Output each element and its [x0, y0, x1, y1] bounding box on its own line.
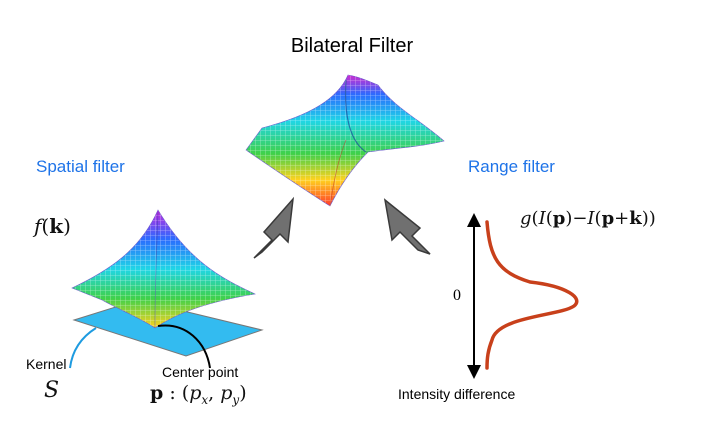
range-filter-label: Range filter [468, 157, 555, 176]
kernel-pointer-line [69, 327, 97, 369]
range-function-formula: g(I(p)−I(p+k)) [520, 208, 656, 229]
center-point-formula: p : (px, py) [150, 382, 247, 407]
center-point-pointer-line [157, 324, 211, 369]
spatial-filter-label: Spatial filter [36, 157, 125, 176]
center-point-label: Center point [162, 364, 239, 380]
range-gaussian-curve [485, 220, 579, 370]
intensity-difference-label: Intensity difference [398, 386, 516, 402]
range-to-bilateral-arrow [383, 198, 431, 255]
spatial-function-formula: f(k) [34, 214, 71, 238]
spatial-gaussian-surface [71, 209, 257, 329]
bilateral-surface [245, 74, 445, 207]
kernel-label: Kernel [26, 356, 67, 372]
range-zero-label: 0 [453, 287, 461, 304]
kernel-symbol: S [44, 378, 60, 403]
spatial-to-bilateral-arrow [253, 196, 295, 259]
diagram-title: Bilateral Filter [290, 35, 414, 57]
